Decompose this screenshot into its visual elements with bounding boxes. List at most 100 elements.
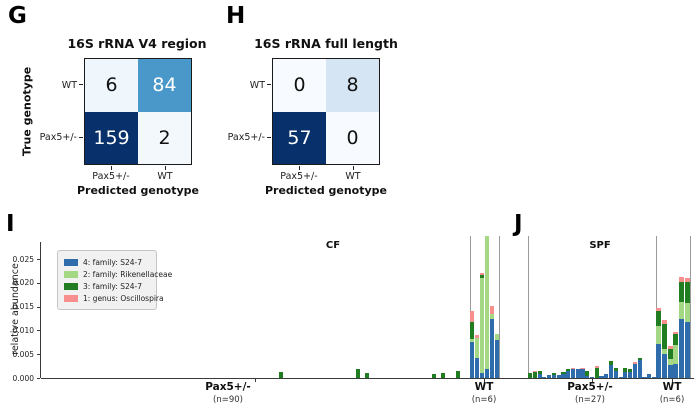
matrix-g-col-label: WT (157, 171, 173, 182)
tick-mark (79, 84, 83, 85)
stacked-bar (279, 371, 284, 378)
group-separator-line (499, 236, 500, 378)
x-group-label: Pax5+/- (205, 381, 251, 393)
bar-segment-blue (570, 369, 576, 378)
bar-segment-blue (547, 375, 552, 378)
stacked-bar (673, 332, 679, 378)
bar-segment-blue (556, 374, 561, 378)
tick-mark (111, 166, 112, 170)
bar-segment-blue (609, 364, 614, 378)
bar-segment-pink (661, 319, 667, 324)
legend-swatch-lightgreen (64, 270, 78, 278)
bar-segment-blue (561, 374, 566, 378)
stacked-bar (613, 368, 618, 378)
panel-label-i: I (6, 211, 15, 237)
bar-segment-pink (470, 311, 475, 322)
stacked-bar (570, 368, 576, 378)
plot-area (41, 236, 694, 378)
panel-label-j: J (514, 211, 523, 237)
bar-segment-blue (642, 376, 647, 378)
bar-segment-pink (594, 366, 599, 368)
bar-segment-darkgreen (679, 281, 685, 302)
matrix-cell: 8 (326, 59, 379, 112)
stacked-bar (580, 368, 585, 378)
bar-segment-lightgreen (667, 359, 673, 365)
y-axis-line (40, 242, 42, 378)
x-group-n-label: (n=6) (659, 395, 685, 405)
bar-segment-blue (470, 342, 475, 378)
x-tick-mark (592, 379, 593, 382)
stacked-bar (551, 373, 556, 378)
bar-segment-lightgreen (661, 348, 667, 355)
matrix-g-col-label: Pax5+/- (92, 171, 130, 182)
bar-segment-pink (684, 278, 690, 282)
bar-segment-pink (632, 362, 638, 364)
bar-segment-blue (479, 373, 485, 378)
stacked-bar (628, 368, 633, 378)
stacked-bar (479, 273, 485, 378)
stacked-bar (566, 368, 571, 378)
matrix-h: 0 8 57 0 (272, 58, 380, 165)
legend-item: 1: genus: Oscillospira (64, 292, 164, 304)
bar-segment-darkgreen (551, 373, 556, 376)
bar-segment-lightgreen (673, 344, 679, 364)
stacked-bar (537, 370, 542, 378)
bar-segment-blue (632, 363, 638, 378)
bar-segment-darkgreen (441, 373, 446, 378)
stacked-bar (575, 369, 580, 378)
bar-segment-lightgreen (474, 338, 480, 358)
bar-segment-blue (684, 321, 690, 378)
stacked-bar (661, 319, 667, 378)
matrix-cell: 6 (85, 59, 138, 112)
stacked-bar (484, 236, 490, 378)
stacked-bar (355, 369, 360, 378)
stacked-bar (494, 333, 499, 378)
matrix-h-col-label: WT (345, 171, 361, 182)
legend-swatch-pink (64, 294, 78, 302)
stacked-bar (656, 307, 662, 378)
bar-segment-lightgreen (484, 236, 490, 369)
stacked-bar (528, 373, 533, 378)
group-separator-line (470, 236, 471, 378)
x-group-n-label: (n=27) (575, 395, 605, 405)
stacked-bar (585, 371, 590, 378)
legend-label: 4: family: S24-7 (83, 257, 142, 267)
stacked-bar (589, 376, 595, 378)
x-axis-line (41, 377, 694, 379)
tick-mark (267, 137, 271, 138)
bar-segment-darkgreen (561, 371, 566, 375)
matrix-h-title: 16S rRNA full length (254, 36, 398, 51)
bar-segment-lightgreen (470, 338, 475, 343)
stacked-bar (623, 367, 628, 378)
bar-group (41, 236, 470, 378)
bar-segment-darkgreen (673, 334, 679, 345)
bar-segment-blue (618, 376, 623, 378)
bar-segment-blue (679, 318, 685, 378)
bar-segment-darkgreen (585, 371, 590, 377)
y-axis-label: relative abundance (10, 263, 21, 355)
matrix-h-row-label: Pax5+/- (227, 132, 265, 143)
matrix-g: 6 84 159 2 (84, 58, 192, 165)
stacked-bar (594, 366, 599, 378)
bar-segment-darkgreen (667, 348, 673, 360)
bar-segment-blue (667, 364, 673, 378)
bar-segment-blue (474, 358, 480, 378)
bar-segment-blue (599, 375, 604, 378)
stacked-bar (547, 375, 552, 378)
x-group-label: WT (662, 381, 682, 393)
bar-segment-pink (580, 368, 585, 370)
x-group-label: WT (474, 381, 494, 393)
matrix-h-xlabel: Predicted genotype (264, 184, 388, 197)
group-separator-line (690, 236, 691, 378)
legend-swatch-darkgreen (64, 282, 78, 290)
stacked-bar (651, 377, 656, 378)
matrix-g-xlabel: Predicted genotype (76, 184, 200, 197)
bar-group (470, 236, 499, 378)
tick-mark (165, 166, 166, 170)
bar-segment-pink (489, 306, 495, 314)
bar-segment-darkgreen (470, 321, 475, 339)
tick-mark (267, 84, 271, 85)
bar-segment-blue (661, 354, 667, 378)
tick-mark (79, 137, 83, 138)
